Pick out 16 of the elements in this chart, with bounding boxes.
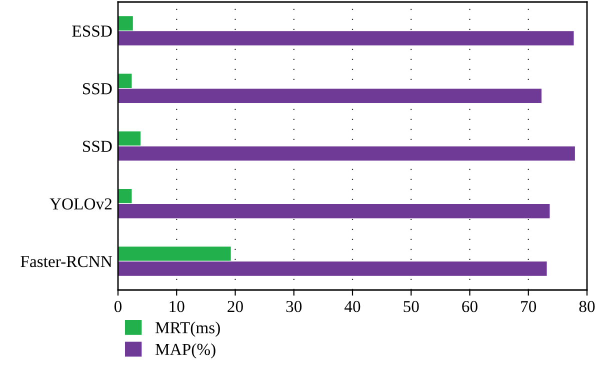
legend-label: MAP(%) — [155, 343, 216, 358]
x-tick-label: 20 — [228, 300, 243, 312]
legend-label: MRT(ms) — [155, 322, 220, 337]
y-tick-label: SSD — [82, 83, 112, 94]
x-tick-label: 60 — [462, 300, 478, 312]
x-tick-label: 70 — [521, 300, 536, 312]
x-tick-label: 40 — [344, 300, 360, 312]
y-tick-label: ESSD — [72, 26, 112, 37]
x-tick-label: 80 — [579, 300, 595, 312]
x-tick-label: 0 — [114, 300, 122, 312]
x-tick-label: 50 — [404, 300, 419, 312]
x-tick-label: 30 — [286, 300, 302, 312]
y-tick-label: SSD — [82, 140, 112, 152]
y-tick-label: Faster-RCNN — [20, 256, 112, 268]
y-tick-label: YOLOv2 — [50, 198, 112, 210]
x-tick-label: 10 — [170, 300, 184, 312]
